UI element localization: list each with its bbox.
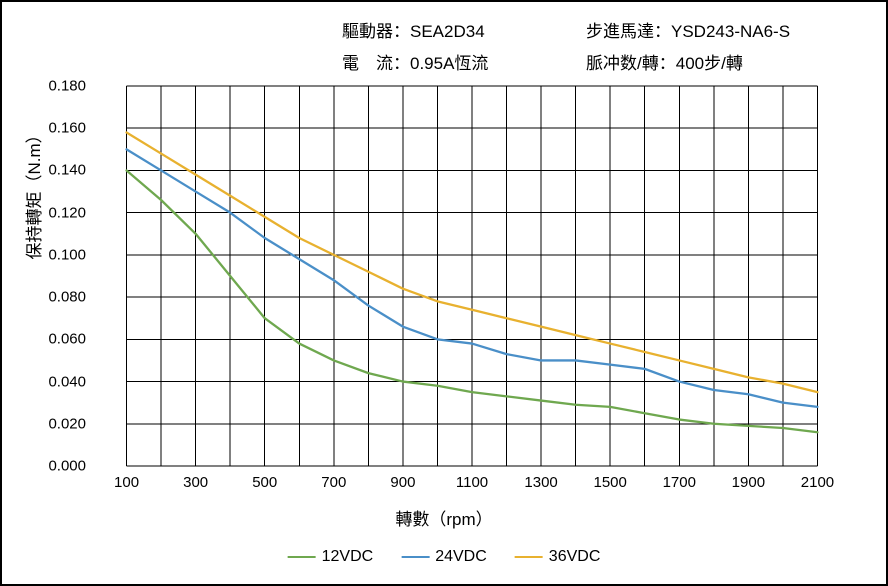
y-tick: 0.020 <box>48 415 86 432</box>
legend-label: 36VDC <box>549 548 601 566</box>
x-tick: 500 <box>252 474 277 491</box>
meta-value: SEA2D34 <box>410 16 485 48</box>
x-tick: 2100 <box>801 474 834 491</box>
series-12VDC <box>127 170 818 432</box>
plot-area: 0.0000.0200.0400.0600.0800.1000.1200.140… <box>92 86 852 466</box>
x-tick: 1100 <box>456 474 488 491</box>
x-tick: 1300 <box>524 474 557 491</box>
chart-lines <box>92 86 852 466</box>
meta-row: 驅動器：SEA2D34步進馬達：YSD243-NA6-S <box>342 16 846 48</box>
legend-item-36VDC: 36VDC <box>515 548 601 566</box>
meta-value: 400步/轉 <box>676 48 743 80</box>
meta-value: YSD243-NA6-S <box>671 16 790 48</box>
legend-swatch <box>288 556 316 558</box>
meta-cell: 電 流：0.95A恆流 <box>342 48 586 80</box>
y-axis-label: 保持轉矩（N.m） <box>20 126 45 259</box>
meta-label: 脈冲数/轉： <box>586 48 676 80</box>
meta-cell: 步進馬達：YSD243-NA6-S <box>586 16 846 48</box>
meta-label: 步進馬達： <box>586 16 671 48</box>
x-tick: 1500 <box>593 474 626 491</box>
meta-label: 電 流： <box>342 48 410 80</box>
meta-label: 驅動器： <box>342 16 410 48</box>
y-tick: 0.080 <box>48 289 86 306</box>
meta-value: 0.95A恆流 <box>410 48 488 80</box>
x-tick: 1700 <box>663 474 696 491</box>
meta-cell: 驅動器：SEA2D34 <box>342 16 586 48</box>
meta-block: 驅動器：SEA2D34步進馬達：YSD243-NA6-S電 流：0.95A恆流脈… <box>342 16 846 81</box>
legend-label: 24VDC <box>435 548 487 566</box>
chart-container: 驅動器：SEA2D34步進馬達：YSD243-NA6-S電 流：0.95A恆流脈… <box>0 0 888 586</box>
y-tick: 0.160 <box>48 120 86 137</box>
x-tick: 700 <box>321 474 346 491</box>
x-axis-label: 轉數（rpm） <box>395 505 492 530</box>
legend-swatch <box>515 556 543 558</box>
y-tick: 0.040 <box>48 373 86 390</box>
y-tick: 0.140 <box>48 162 86 179</box>
legend-swatch <box>401 556 429 558</box>
y-tick: 0.060 <box>48 331 86 348</box>
legend: 12VDC 24VDC 36VDC <box>288 548 601 566</box>
series-36VDC <box>127 132 818 392</box>
x-tick: 100 <box>114 474 139 491</box>
meta-row: 電 流：0.95A恆流脈冲数/轉：400步/轉 <box>342 48 846 80</box>
legend-item-24VDC: 24VDC <box>401 548 487 566</box>
x-tick: 300 <box>183 474 208 491</box>
legend-label: 12VDC <box>322 548 374 566</box>
y-tick: 0.180 <box>48 78 86 95</box>
x-tick: 900 <box>390 474 415 491</box>
y-tick: 0.000 <box>48 458 86 475</box>
y-tick: 0.120 <box>48 204 86 221</box>
x-tick: 1900 <box>732 474 765 491</box>
legend-item-12VDC: 12VDC <box>288 548 374 566</box>
y-tick: 0.100 <box>48 246 86 263</box>
meta-cell: 脈冲数/轉：400步/轉 <box>586 48 846 80</box>
